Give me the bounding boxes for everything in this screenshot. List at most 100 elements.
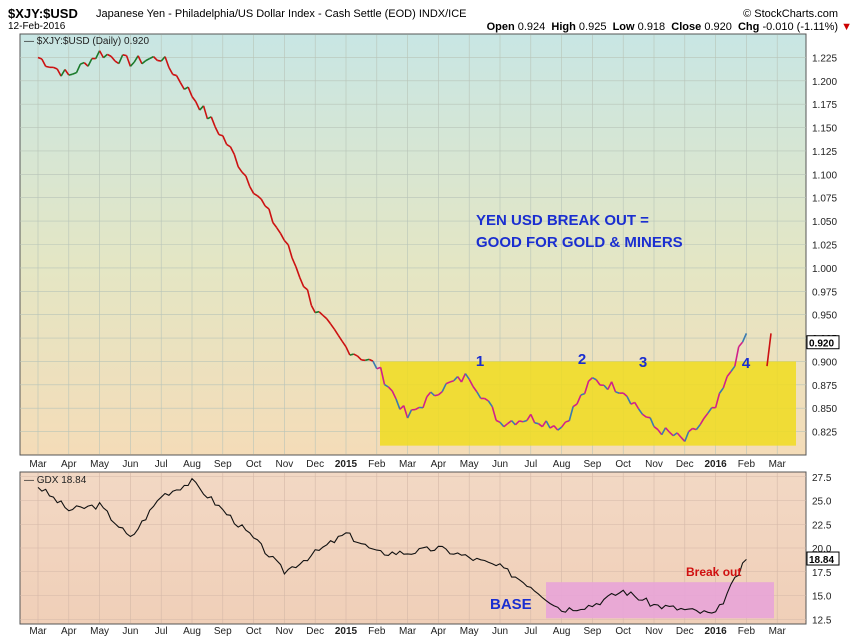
price-segment — [175, 75, 182, 84]
price-segment — [83, 62, 89, 67]
x-tick-label-top: Sep — [584, 459, 602, 470]
price-segment — [337, 334, 343, 342]
price-segment — [595, 379, 601, 386]
price-segment — [576, 394, 582, 405]
price-segment — [622, 392, 628, 397]
price-segment — [199, 105, 205, 111]
price-segment — [626, 396, 632, 405]
price-segment — [149, 55, 154, 60]
y-tick-label-bottom: 12.5 — [812, 615, 832, 626]
annotation-breakout-line1: YEN USD BREAK OUT = — [476, 212, 649, 229]
x-tick-label-bottom: Apr — [431, 626, 447, 637]
x-tick-label-top: Dec — [306, 459, 324, 470]
price-segment — [476, 391, 482, 399]
price-segment — [592, 377, 597, 381]
price-segment — [718, 387, 724, 394]
annotation-break-out: Break out — [686, 565, 741, 579]
price-segment — [722, 376, 728, 389]
x-tick-label-top: 2016 — [704, 459, 727, 470]
price-segment — [707, 407, 713, 414]
y-tick-label-top: 0.900 — [812, 357, 837, 368]
low-label: Low — [612, 21, 635, 33]
x-tick-label-top: Nov — [645, 459, 663, 470]
x-tick-label-bottom: 2016 — [704, 626, 727, 637]
price-segment — [738, 341, 744, 348]
price-segment — [349, 353, 354, 356]
price-segment — [160, 56, 166, 62]
legend-top: — $XJY:$USD (Daily) 0.920 — [24, 36, 149, 47]
price-segment — [391, 390, 397, 400]
y-tick-label-top: 1.100 — [812, 170, 837, 181]
price-segment — [222, 135, 228, 145]
y-tick-label-top: 1.225 — [812, 53, 837, 64]
price-segment — [122, 54, 127, 57]
price-segment — [541, 420, 547, 428]
price-segment — [95, 50, 101, 59]
price-segment — [341, 340, 347, 348]
price-segment — [98, 50, 105, 59]
base-box-yellow — [380, 361, 796, 446]
open-value: 0.924 — [517, 21, 546, 33]
price-segment — [264, 205, 270, 210]
price-segment — [356, 355, 362, 361]
price-segment — [557, 426, 563, 431]
x-tick-label-top: Apr — [61, 459, 77, 470]
price-segment — [653, 425, 659, 431]
price-segment — [272, 222, 278, 229]
price-segment — [157, 59, 162, 62]
price-segment — [441, 383, 447, 392]
price-segment — [406, 409, 413, 419]
y-tick-label-bottom: 25.0 — [812, 497, 832, 508]
price-segment — [152, 56, 158, 62]
x-tick-label-top: Oct — [246, 459, 262, 470]
price-segment — [630, 401, 636, 405]
x-tick-label-bottom: Sep — [214, 626, 232, 637]
price-segment — [522, 419, 528, 423]
chg-value: -0.010 (-1.11%) — [762, 21, 839, 33]
price-segment — [422, 396, 428, 409]
x-tick-label-top: Mar — [769, 459, 787, 470]
x-tick-label-bottom: Feb — [368, 626, 386, 637]
price-segment — [329, 323, 336, 330]
price-segment — [491, 406, 497, 421]
price-segment — [179, 82, 185, 90]
price-segment — [568, 406, 574, 421]
y-tick-label-bottom: 17.5 — [812, 568, 832, 579]
x-tick-label-bottom: Jun — [122, 626, 138, 637]
x-tick-label-bottom: Oct — [246, 626, 262, 637]
price-segment — [102, 53, 108, 59]
price-segment — [53, 66, 58, 70]
price-segment — [472, 386, 478, 393]
price-segment — [545, 420, 551, 429]
price-segment — [437, 391, 443, 396]
x-tick-label-top: May — [90, 459, 109, 470]
x-tick-label-top: Apr — [431, 459, 447, 470]
price-segment — [37, 56, 43, 60]
x-tick-label-bottom: Sep — [584, 626, 602, 637]
peak-label: 4 — [742, 355, 751, 372]
x-tick-label-top: Mar — [399, 459, 417, 470]
price-segment — [379, 367, 386, 385]
symbol-title: $XJY:$USD — [8, 6, 78, 21]
symbol-description: Japanese Yen - Philadelphia/US Dollar In… — [96, 8, 467, 20]
price-segment — [218, 133, 224, 137]
y-tick-label-top: 0.825 — [812, 428, 837, 439]
price-segment — [553, 425, 559, 431]
price-segment — [714, 393, 721, 408]
x-tick-label-bottom: Jul — [155, 626, 168, 637]
x-tick-label-bottom: Nov — [645, 626, 663, 637]
y-tick-label-top: 1.150 — [812, 124, 837, 135]
price-segment — [233, 154, 239, 167]
price-segment — [229, 146, 236, 155]
x-tick-label-top: 2015 — [335, 459, 358, 470]
price-segment — [649, 417, 655, 427]
price-segment — [226, 143, 231, 148]
close-value: 0.920 — [704, 21, 732, 33]
price-segment — [514, 420, 520, 426]
x-tick-label-top: Aug — [183, 459, 201, 470]
price-segment — [695, 424, 701, 431]
price-segment — [345, 346, 351, 356]
x-tick-label-top: Jun — [122, 459, 138, 470]
price-segment — [268, 208, 274, 223]
price-segment — [680, 436, 686, 442]
